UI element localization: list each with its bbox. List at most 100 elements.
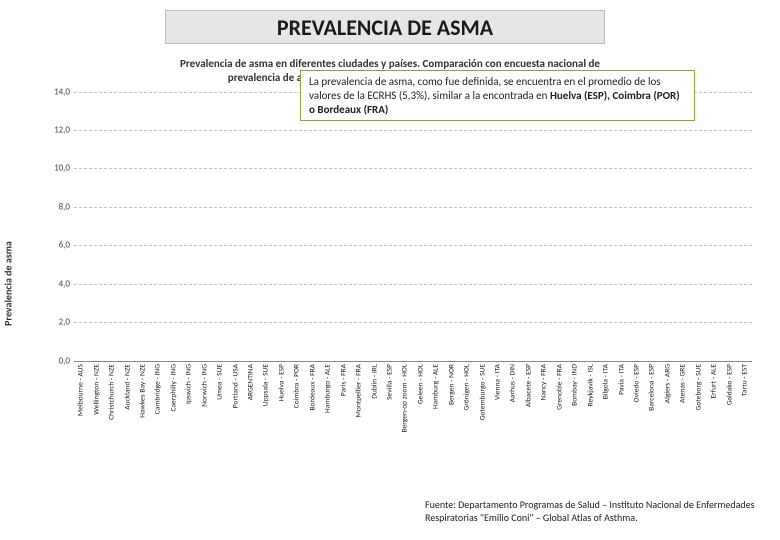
bars-container [74,92,752,361]
x-label: Aarhus - DIN [506,362,520,462]
x-label: Gotemburgo - SUE [475,362,489,462]
y-axis-label: Prevalencia de asma [2,241,15,326]
x-label: Galdako - ESP [722,362,736,462]
x-label: ARGENTINA [244,362,258,462]
x-label-text: Galdako - ESP [725,364,734,405]
x-label-text: Cambridge - ING [154,364,163,414]
x-label: Dublin - IRL [367,362,381,462]
y-tick: 14,0 [40,86,70,97]
x-label: Norwich - ING [198,362,212,462]
y-tick: 8,0 [40,201,70,212]
x-label: Erfurt - ALE [707,362,721,462]
x-label: Huelva - ESP [275,362,289,462]
x-label-text: Melbourne - AUS [77,364,86,416]
x-label: Umea - SUE [213,362,227,462]
x-label-text: Gotemburgo - SUE [478,364,487,420]
x-label: Grönigen - HOL [460,362,474,462]
x-label: Tartu - EST [738,362,752,462]
x-label: Nancy - FRA [537,362,551,462]
x-label: Hawkes Bay - NZE [136,362,150,462]
x-label: Christchurch - NZE [105,362,119,462]
x-label: Bergen-op zoom - HOL [398,362,412,462]
x-label-text: Caerphilly - ING [169,364,178,412]
x-label: Goteborg - SUE [692,362,706,462]
x-label: Albacete - ESP [522,362,536,462]
x-label: Paris - FRA [336,362,350,462]
x-label: Barcelona - ESP [645,362,659,462]
x-label: Atenas - GRE [676,362,690,462]
x-label-text: Coimbra - POR [293,364,302,408]
x-label: Wellington - NZE [89,362,103,462]
x-label-text: Huelva - ESP [277,364,286,402]
x-label-text: Nancy - FRA [540,364,549,401]
x-label-text: Grenoble - FRA [555,364,564,410]
x-label-text: Bergen-op zoom - HOL [401,364,410,433]
x-label-text: Algiers - ARG [663,364,672,403]
x-label: Melbourne - AUS [74,362,88,462]
x-label-text: Geleen - HOL [416,364,425,404]
x-label-text: Bombay - IND [571,364,580,406]
y-tick: 4,0 [40,278,70,289]
x-label: Uppsala - SUE [259,362,273,462]
y-tick: 6,0 [40,240,70,251]
y-tick: 0,0 [40,355,70,366]
x-label: Oviedo - ESP [630,362,644,462]
x-label-text: Uppsala - SUE [262,364,271,406]
x-label: Hamburgo - ALE [321,362,335,462]
x-label-text: ARGENTINA [247,364,256,400]
x-label-text: Portland - USA [231,364,240,408]
y-tick: 2,0 [40,317,70,328]
x-label: Bergen - NOR [445,362,459,462]
x-label-text: Atenas - GRE [679,364,688,403]
source-text: Fuente: Departamento Programas de Salud … [425,499,755,524]
x-label-text: Vienna - ITA [494,364,503,400]
x-label-text: Oviedo - ESP [632,364,641,402]
x-label-text: Grönigen - HOL [463,364,472,410]
plot-wrap: Prevalencia de asma 0,02,04,06,08,010,01… [20,92,760,462]
x-label: Sevilla - ESP [383,362,397,462]
x-label-text: Montpellier - FRA [355,364,364,417]
x-label-text: Dublin - IRL [370,364,379,399]
x-label-text: Wellington - NZE [92,364,101,415]
x-label-text: Bergen - NOR [447,364,456,405]
x-label-text: Tartu - EST [741,364,750,396]
plot-region: 0,02,04,06,08,010,012,014,0 [74,92,752,362]
x-label: Vienna - ITA [491,362,505,462]
y-tick: 10,0 [40,163,70,174]
x-axis-labels: Melbourne - AUS Wellington - NZE Christchu… [74,362,752,462]
x-label-text: Bilgola - ITA [602,364,611,399]
x-label-text: Hawkes Bay - NZE [138,364,147,418]
x-label-text: Goteborg - SUE [694,364,703,410]
x-label-text: Pavia - ITA [617,364,626,395]
x-label-text: Erfurt - ALE [710,364,719,398]
x-label-text: Sevilla - ESP [385,364,394,400]
x-label-text: Barcelona - ESP [648,364,657,411]
x-label-text: Reykjavik - ISL [586,364,595,406]
x-label: Geleen - HOL [414,362,428,462]
x-label-text: Hamburg - ALE [432,364,441,409]
x-label: Bombay - IND [568,362,582,462]
x-label-text: Aarhus - DIN [509,364,518,402]
x-label-text: Albacete - ESP [524,364,533,407]
x-label: Hamburg - ALE [429,362,443,462]
title-box: PREVALENCIA DE ASMA [165,10,605,44]
x-label: Bordeaux - FRA [306,362,320,462]
x-label: Grenoble - FRA [553,362,567,462]
x-label: Cambridge - ING [151,362,165,462]
y-tick: 12,0 [40,125,70,136]
x-label-text: Auckland - NZE [123,364,132,410]
x-label: Reykjavik - ISL [583,362,597,462]
x-label: Montpellier - FRA [352,362,366,462]
x-label-text: Christchurch - NZE [108,364,117,420]
x-label: Ipswich - ING [182,362,196,462]
x-label-text: Paris - FRA [339,364,348,396]
x-label: Caerphilly - ING [167,362,181,462]
callout-box: La prevalencia de asma, como fue definid… [300,70,695,121]
x-label: Portland - USA [228,362,242,462]
x-label: Bilgola - ITA [599,362,613,462]
x-label: Auckland - NZE [120,362,134,462]
x-label-text: Hamburgo - ALE [324,364,333,413]
subtitle-line-1: Prevalencia de asma en diferentes ciudad… [180,57,600,70]
x-label-text: Bordeaux - FRA [308,364,317,411]
x-label: Pavia - ITA [614,362,628,462]
